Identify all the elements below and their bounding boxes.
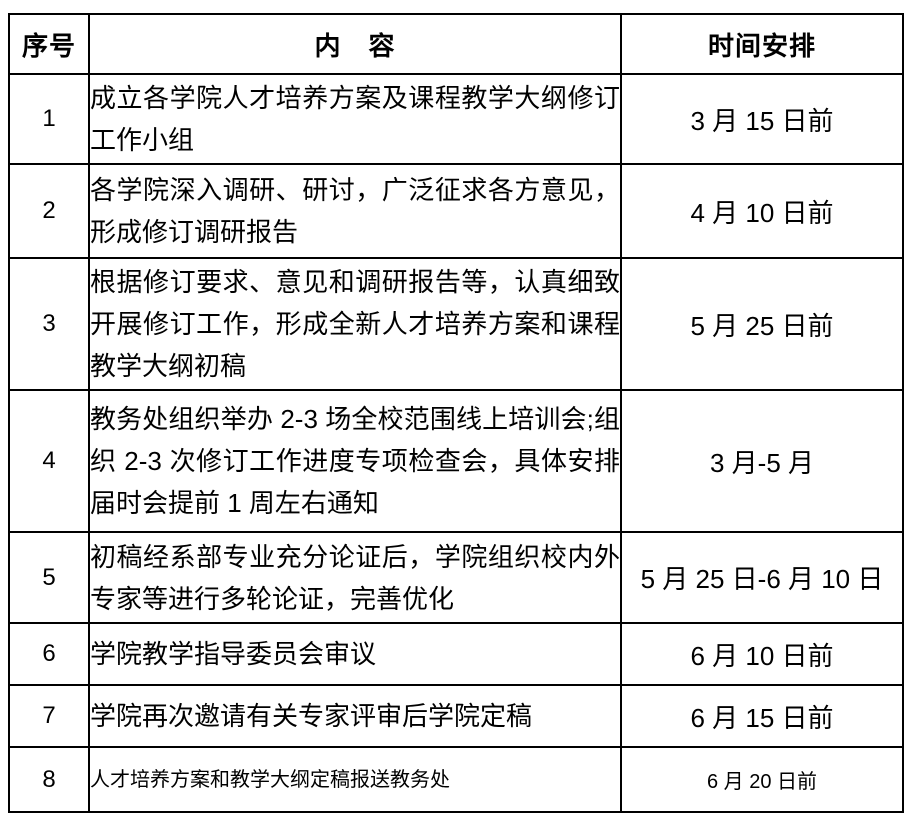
row-time: 5 月 25 日前 bbox=[620, 257, 904, 391]
row-number: 2 bbox=[8, 163, 90, 259]
row-content: 学院再次邀请有关专家评审后学院定稿 bbox=[88, 684, 622, 748]
row-number: 3 bbox=[8, 257, 90, 391]
row-number: 1 bbox=[8, 73, 90, 165]
header-cell-content: 内 容 bbox=[88, 13, 622, 75]
row-number: 5 bbox=[8, 531, 90, 624]
header-cell-time: 时间安排 bbox=[620, 13, 904, 75]
row-number: 6 bbox=[8, 622, 90, 686]
table-row: 7 学院再次邀请有关专家评审后学院定稿 6 月 15 日前 bbox=[8, 684, 904, 748]
row-content: 学院教学指导委员会审议 bbox=[88, 622, 622, 686]
row-time: 3 月 15 日前 bbox=[620, 73, 904, 165]
header-row: 序号 内 容 时间安排 bbox=[8, 13, 904, 75]
table-row: 1 成立各学院人才培养方案及课程教学大纲修订工作小组 3 月 15 日前 bbox=[8, 73, 904, 165]
row-number: 7 bbox=[8, 684, 90, 748]
row-time: 6 月 15 日前 bbox=[620, 684, 904, 748]
row-content: 各学院深入调研、研讨，广泛征求各方意见，形成修订调研报告 bbox=[88, 163, 622, 259]
table-row: 6 学院教学指导委员会审议 6 月 10 日前 bbox=[8, 622, 904, 686]
row-number: 8 bbox=[8, 746, 90, 813]
schedule-table-container: 序号 内 容 时间安排 1 成立各学院人才培养方案及课程教学大纲修订工作小组 3… bbox=[8, 13, 904, 813]
table-row: 2 各学院深入调研、研讨，广泛征求各方意见，形成修订调研报告 4 月 10 日前 bbox=[8, 163, 904, 259]
table-row: 4 教务处组织举办 2-3 场全校范围线上培训会;组织 2-3 次修订工作进度专… bbox=[8, 389, 904, 533]
row-time: 3 月-5 月 bbox=[620, 389, 904, 533]
row-time: 6 月 20 日前 bbox=[620, 746, 904, 813]
row-content: 人才培养方案和教学大纲定稿报送教务处 bbox=[88, 746, 622, 813]
row-content: 根据修订要求、意见和调研报告等，认真细致开展修订工作，形成全新人才培养方案和课程… bbox=[88, 257, 622, 391]
schedule-table: 序号 内 容 时间安排 1 成立各学院人才培养方案及课程教学大纲修订工作小组 3… bbox=[8, 13, 904, 813]
row-content: 教务处组织举办 2-3 场全校范围线上培训会;组织 2-3 次修订工作进度专项检… bbox=[88, 389, 622, 533]
row-time: 4 月 10 日前 bbox=[620, 163, 904, 259]
table-row: 3 根据修订要求、意见和调研报告等，认真细致开展修订工作，形成全新人才培养方案和… bbox=[8, 257, 904, 391]
table-row: 8 人才培养方案和教学大纲定稿报送教务处 6 月 20 日前 bbox=[8, 746, 904, 813]
row-number: 4 bbox=[8, 389, 90, 533]
table-row: 5 初稿经系部专业充分论证后，学院组织校内外专家等进行多轮论证，完善优化 5 月… bbox=[8, 531, 904, 624]
row-time: 6 月 10 日前 bbox=[620, 622, 904, 686]
row-content: 成立各学院人才培养方案及课程教学大纲修订工作小组 bbox=[88, 73, 622, 165]
row-content: 初稿经系部专业充分论证后，学院组织校内外专家等进行多轮论证，完善优化 bbox=[88, 531, 622, 624]
row-time: 5 月 25 日-6 月 10 日 bbox=[620, 531, 904, 624]
header-cell-no: 序号 bbox=[8, 13, 90, 75]
